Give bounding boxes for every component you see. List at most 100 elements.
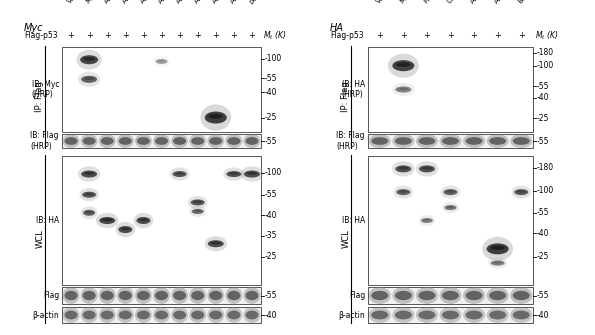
Bar <box>62 307 261 323</box>
Ellipse shape <box>441 186 461 199</box>
Ellipse shape <box>510 287 533 304</box>
Ellipse shape <box>482 237 513 261</box>
Text: -35: -35 <box>265 231 277 241</box>
Ellipse shape <box>64 291 77 300</box>
Ellipse shape <box>62 287 80 304</box>
Ellipse shape <box>421 218 433 223</box>
Text: ATG12: ATG12 <box>212 0 233 5</box>
Text: IP: Flag: IP: Flag <box>342 82 350 112</box>
Ellipse shape <box>121 227 130 230</box>
Ellipse shape <box>137 311 150 319</box>
Ellipse shape <box>246 137 258 145</box>
Ellipse shape <box>463 287 485 304</box>
Text: +: + <box>494 31 501 41</box>
Ellipse shape <box>81 171 97 178</box>
Ellipse shape <box>398 167 409 170</box>
Text: ATG3: ATG3 <box>103 0 121 5</box>
Ellipse shape <box>493 262 502 264</box>
Ellipse shape <box>392 134 414 148</box>
Text: -25: -25 <box>265 252 277 261</box>
Ellipse shape <box>189 307 206 323</box>
Ellipse shape <box>81 307 98 323</box>
Ellipse shape <box>62 134 80 148</box>
Text: IB: Myc
(HRP): IB: Myc (HRP) <box>32 80 59 99</box>
Ellipse shape <box>419 165 435 173</box>
Ellipse shape <box>442 137 459 145</box>
Ellipse shape <box>81 134 98 148</box>
Text: -25: -25 <box>537 252 549 261</box>
Ellipse shape <box>513 291 530 300</box>
Bar <box>368 287 533 304</box>
Text: -180: -180 <box>537 49 554 57</box>
Ellipse shape <box>175 172 184 175</box>
Ellipse shape <box>153 56 170 67</box>
Ellipse shape <box>77 50 102 70</box>
Ellipse shape <box>171 307 188 323</box>
Ellipse shape <box>82 192 96 198</box>
Ellipse shape <box>423 219 431 221</box>
Text: ATG5: ATG5 <box>157 0 175 5</box>
Ellipse shape <box>463 307 485 323</box>
Text: +: + <box>400 31 407 41</box>
Text: β-actin: β-actin <box>338 311 365 320</box>
Ellipse shape <box>392 60 414 71</box>
Text: -55: -55 <box>265 74 277 83</box>
Ellipse shape <box>191 137 204 145</box>
Ellipse shape <box>80 55 98 64</box>
Ellipse shape <box>83 210 95 216</box>
Text: -40: -40 <box>537 229 550 238</box>
Ellipse shape <box>135 134 152 148</box>
Ellipse shape <box>78 72 101 87</box>
Ellipse shape <box>244 171 260 178</box>
Ellipse shape <box>64 311 77 319</box>
Ellipse shape <box>371 137 389 145</box>
Ellipse shape <box>416 161 438 177</box>
Ellipse shape <box>369 134 391 148</box>
Ellipse shape <box>117 287 134 304</box>
Ellipse shape <box>418 215 436 226</box>
Text: -55: -55 <box>265 291 277 300</box>
Ellipse shape <box>369 287 391 304</box>
Ellipse shape <box>491 261 505 266</box>
Ellipse shape <box>64 137 77 145</box>
Ellipse shape <box>392 307 414 323</box>
Text: -40: -40 <box>265 87 277 96</box>
Ellipse shape <box>246 291 258 300</box>
Text: IB: Flag
(HRP): IB: Flag (HRP) <box>30 131 59 151</box>
Ellipse shape <box>205 112 227 124</box>
Ellipse shape <box>227 311 240 319</box>
Ellipse shape <box>513 311 530 319</box>
Ellipse shape <box>514 189 528 195</box>
Ellipse shape <box>465 291 483 300</box>
Ellipse shape <box>209 137 223 145</box>
Text: -55: -55 <box>537 208 550 217</box>
Text: MDM2: MDM2 <box>85 0 105 5</box>
Ellipse shape <box>399 190 408 193</box>
Ellipse shape <box>101 291 114 300</box>
Ellipse shape <box>392 83 415 96</box>
Text: ATG101: ATG101 <box>493 0 518 5</box>
Ellipse shape <box>118 226 132 233</box>
Ellipse shape <box>155 291 168 300</box>
Ellipse shape <box>247 172 257 175</box>
Ellipse shape <box>227 291 240 300</box>
Ellipse shape <box>241 166 263 182</box>
Bar <box>368 134 533 148</box>
Ellipse shape <box>83 291 96 300</box>
Ellipse shape <box>416 134 438 148</box>
Ellipse shape <box>395 311 412 319</box>
Ellipse shape <box>84 193 93 195</box>
Ellipse shape <box>465 311 483 319</box>
Ellipse shape <box>209 114 223 119</box>
Ellipse shape <box>81 76 97 83</box>
Text: Myc: Myc <box>24 23 43 33</box>
Ellipse shape <box>79 188 99 201</box>
Ellipse shape <box>135 287 152 304</box>
Ellipse shape <box>487 134 509 148</box>
Text: IB: Flag
(HRP): IB: Flag (HRP) <box>337 131 365 151</box>
Text: FIP200: FIP200 <box>422 0 444 5</box>
Ellipse shape <box>422 167 432 170</box>
Ellipse shape <box>191 291 204 300</box>
Ellipse shape <box>226 134 242 148</box>
Ellipse shape <box>489 137 506 145</box>
